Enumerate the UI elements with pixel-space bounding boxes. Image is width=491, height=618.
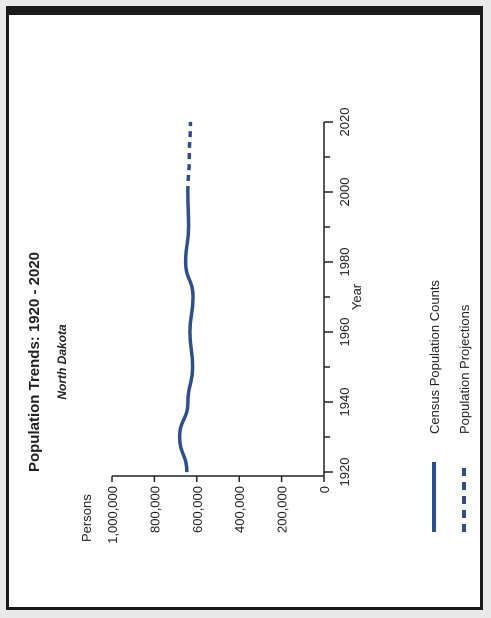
y-tick-label: 400,000 — [232, 486, 247, 533]
chart-rotated-group: Population Trends: 1920 - 2020 North Dak… — [26, 108, 472, 544]
data-point — [187, 191, 189, 193]
data-point — [188, 156, 190, 158]
x-tick-label: 1940 — [337, 388, 352, 417]
data-point — [187, 401, 189, 403]
y-tick-label: 200,000 — [275, 486, 290, 533]
series-group — [177, 121, 195, 473]
data-point — [192, 296, 194, 298]
data-point — [192, 366, 194, 368]
x-tick-label: 2020 — [337, 108, 352, 137]
y-axis-label: Persons — [79, 494, 94, 542]
legend-label-projections: Population Projections — [457, 304, 472, 434]
data-point — [185, 261, 187, 263]
y-tick-label: 1,000,000 — [105, 486, 120, 544]
data-point — [186, 471, 188, 473]
data-point — [189, 331, 191, 333]
data-point — [179, 436, 181, 438]
axis-ticks: 0 200,000 400,000 600,000 800,000 1,000,000 19… — [105, 108, 352, 544]
series-line-census — [177, 191, 195, 473]
chart-svg: Population Trends: 1920 - 2020 North Dak… — [26, 108, 472, 544]
data-point — [188, 226, 190, 228]
y-tick-label: 800,000 — [147, 486, 162, 533]
data-point — [189, 121, 191, 123]
chart-title: Population Trends: 1920 - 2020 — [26, 252, 43, 472]
chart-subtitle: North Dakota — [55, 324, 69, 400]
x-tick-label: 1920 — [337, 458, 352, 487]
x-axis-label: Year — [349, 283, 364, 310]
y-tick-label: 0 — [317, 486, 332, 493]
x-tick-label: 1960 — [337, 318, 352, 347]
x-tick-label: 1980 — [337, 248, 352, 277]
legend-label-census: Census Population Counts — [427, 280, 442, 434]
x-tick-label: 2000 — [337, 178, 352, 207]
legend: Census Population Counts Population Proj… — [427, 280, 472, 532]
y-tick-label: 600,000 — [190, 486, 205, 533]
chart-frame: Population Trends: 1920 - 2020 North Dak… — [6, 6, 483, 610]
